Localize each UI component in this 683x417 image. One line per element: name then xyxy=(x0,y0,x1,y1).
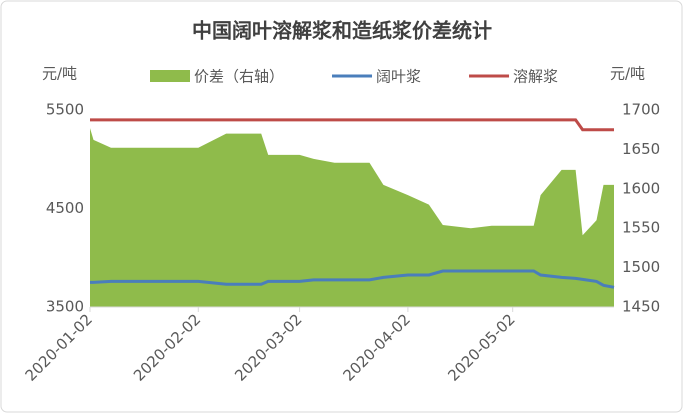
y-tick-label: 5500 xyxy=(46,101,84,119)
y2-axis-title: 元/吨 xyxy=(610,65,645,83)
y2-tick-label: 1500 xyxy=(622,258,660,276)
y-tick-label: 3500 xyxy=(46,298,84,316)
y-tick-label: 4500 xyxy=(46,199,84,217)
area xyxy=(90,128,614,307)
y2-tick-label: 1550 xyxy=(622,219,660,237)
legend-label: 阔叶浆 xyxy=(376,68,421,86)
y-axis-title: 元/吨 xyxy=(42,65,77,83)
legend-swatch xyxy=(150,70,190,82)
chart-title: 中国阔叶溶解浆和造纸浆价差统计 xyxy=(192,19,492,43)
y2-tick-label: 1600 xyxy=(622,179,660,197)
legend-label: 价差（右轴） xyxy=(194,68,284,86)
line xyxy=(90,269,615,289)
y2-tick-label: 1650 xyxy=(622,140,660,158)
line xyxy=(90,118,614,132)
legend-label: 溶解浆 xyxy=(513,68,558,86)
y2-tick-label: 1450 xyxy=(622,298,660,316)
y2-tick-label: 1700 xyxy=(622,101,660,119)
